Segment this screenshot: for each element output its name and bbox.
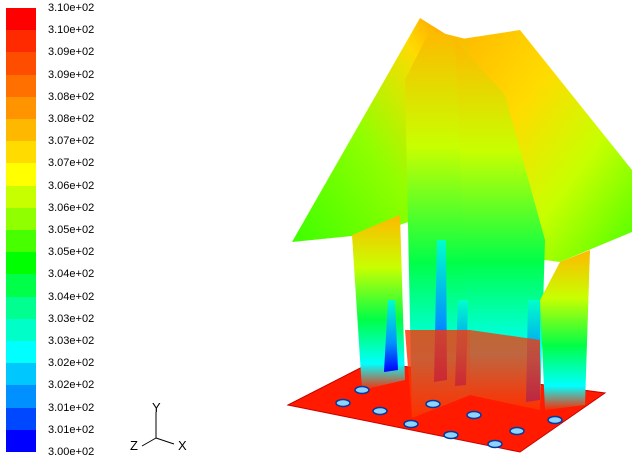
axis-triad-lines: [141, 412, 175, 447]
legend-tick-label: 3.07e+02: [48, 135, 95, 148]
legend-tick-label: 3.02e+02: [48, 357, 95, 370]
legend-swatch: [6, 363, 36, 386]
legend-tick-label: 3.05e+02: [48, 246, 95, 259]
legend-swatch: [6, 30, 36, 53]
legend-tick-label: 3.04e+02: [48, 290, 95, 303]
legend-swatch: [6, 407, 36, 430]
legend-swatch: [6, 318, 36, 341]
legend-swatch: [6, 96, 36, 119]
legend-tick-label: 3.07e+02: [48, 157, 95, 170]
legend-tick-label: 3.10e+02: [48, 24, 95, 37]
legend-swatch: [6, 341, 36, 364]
legend-swatch: [6, 296, 36, 319]
legend-swatch: [6, 185, 36, 208]
legend-tick-label: 3.06e+02: [48, 201, 95, 214]
legend-tick-label: 3.01e+02: [48, 401, 95, 414]
legend-tick-label: 3.00e+02: [48, 446, 95, 458]
axis-label-x: X: [178, 438, 187, 453]
legend-swatch: [6, 163, 36, 186]
legend-swatch: [6, 429, 36, 452]
legend-tick-label: 3.01e+02: [48, 423, 95, 436]
legend-tick-label: 3.09e+02: [48, 46, 95, 59]
legend-swatch: [6, 119, 36, 142]
legend-swatch: [6, 8, 36, 31]
temperature-contour-render: [280, 0, 633, 461]
legend-swatch: [6, 74, 36, 97]
legend-tick-label: 3.04e+02: [48, 268, 95, 281]
legend-swatch: [6, 274, 36, 297]
legend-tick-label: 3.03e+02: [48, 335, 95, 347]
legend-tick-label: 3.03e+02: [48, 312, 95, 325]
legend-tick-label: 3.05e+02: [48, 224, 95, 236]
legend-tick-label: 3.06e+02: [48, 179, 95, 192]
axis-label-z: Z: [130, 438, 138, 453]
legend-swatch: [6, 207, 36, 230]
legend-tick-label: 3.08e+02: [48, 113, 95, 125]
legend-swatch: [6, 230, 36, 253]
legend-tick-label: 3.10e+02: [48, 2, 95, 14]
axis-label-y: Y: [152, 400, 161, 415]
axis-triad: Y Z X: [118, 398, 198, 458]
legend-tick-label: 3.09e+02: [48, 68, 95, 81]
legend-tick-label: 3.02e+02: [48, 379, 95, 392]
legend-swatch: [6, 385, 36, 408]
legend-swatch: [6, 52, 36, 75]
legend-swatch: [6, 141, 36, 164]
contour-geometry: [286, 18, 632, 453]
color-legend: 3.10e+02 3.10e+02 3.09e+02 3.09e+02 3.08e+02…: [0, 0, 140, 461]
legend-tick-label: 3.08e+02: [48, 90, 95, 103]
legend-swatch: [6, 252, 36, 275]
